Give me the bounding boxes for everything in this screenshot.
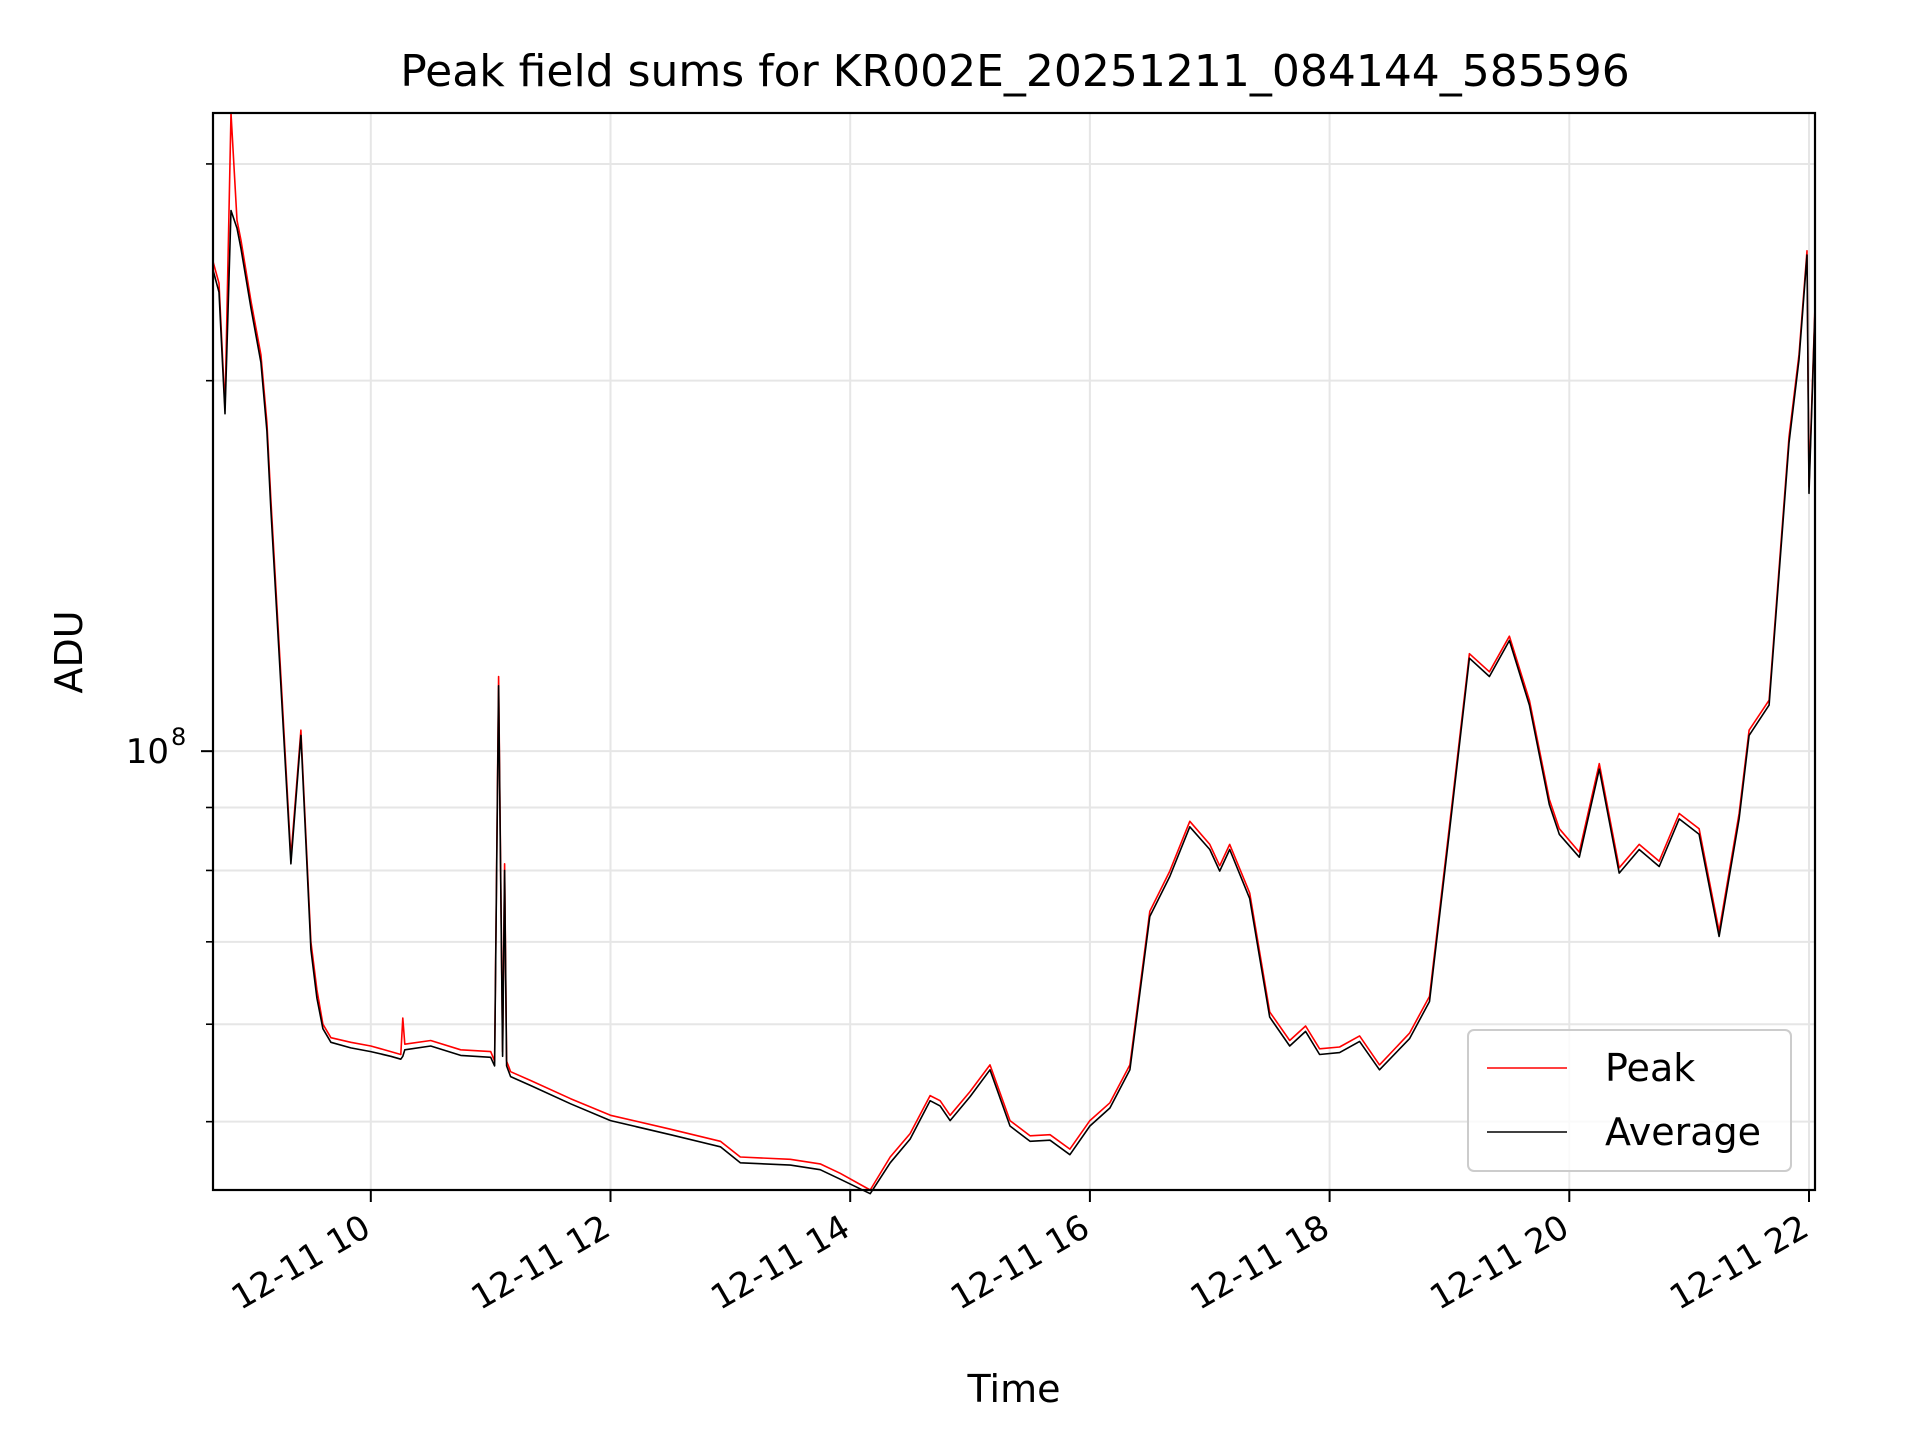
series-layer xyxy=(212,112,1816,1195)
legend: Peak Average xyxy=(1467,1029,1792,1172)
y-tick-label: 10 xyxy=(126,732,169,772)
y-axis-label: ADU xyxy=(47,610,91,693)
y-tick-label-exponent: 8 xyxy=(171,723,186,751)
y-tick-label-base: 10 xyxy=(126,732,169,772)
legend-label-average: Average xyxy=(1605,1110,1761,1154)
series-line-average xyxy=(212,209,1816,1195)
y-axis-ticks: 10 8 xyxy=(126,163,213,1123)
grid-lines xyxy=(213,113,1815,1190)
legend-label-peak: Peak xyxy=(1605,1046,1695,1090)
x-axis-label: Time xyxy=(967,1367,1061,1411)
legend-box xyxy=(1467,1029,1792,1172)
plot-frame xyxy=(211,111,1817,1192)
series-line-peak xyxy=(212,112,1816,1191)
chart-title: Peak field sums for KR002E_20251211_0841… xyxy=(400,46,1630,97)
